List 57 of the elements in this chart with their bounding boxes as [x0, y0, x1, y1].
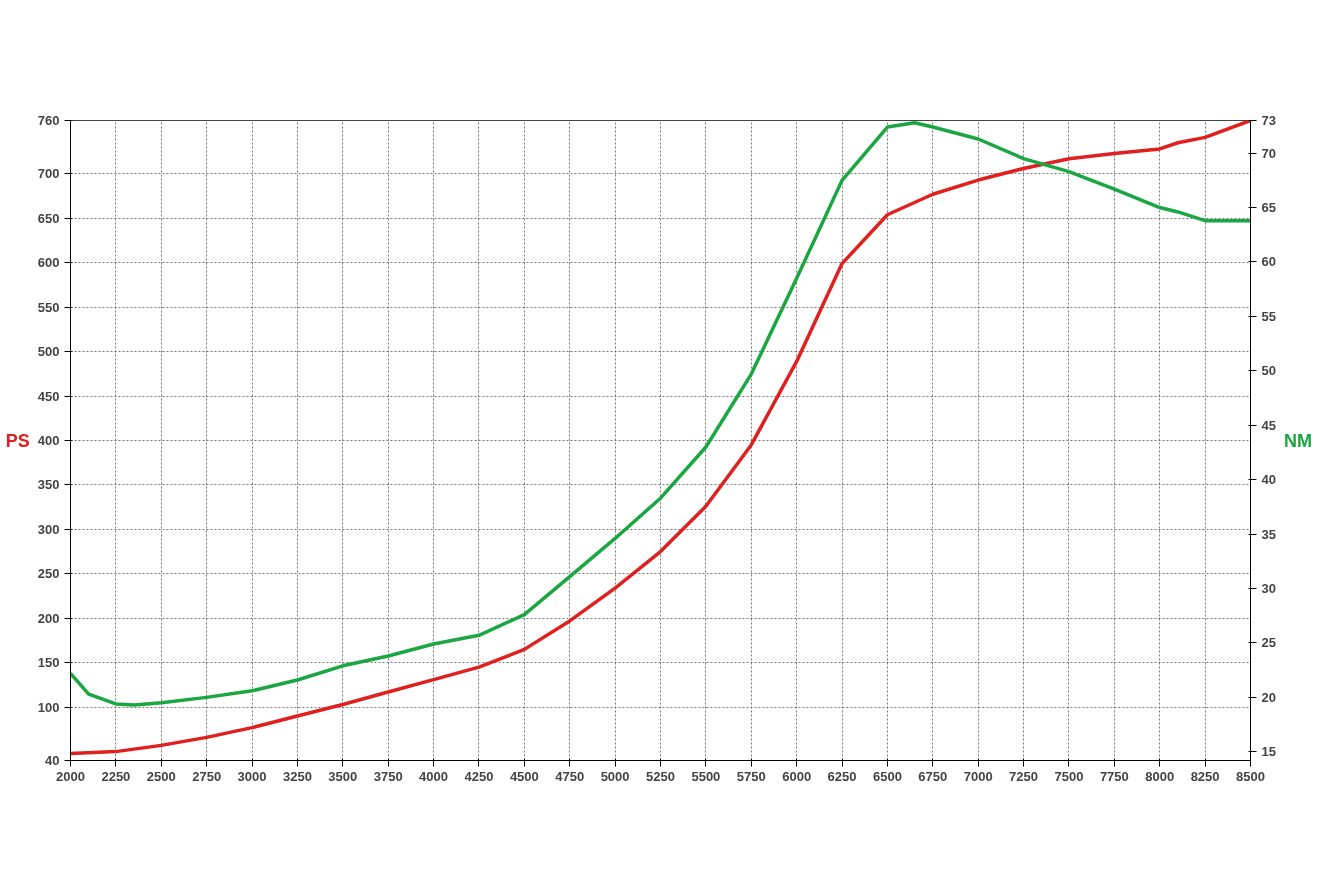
- x-tick-label: 4250: [464, 768, 494, 784]
- x-tick-label: 2750: [192, 768, 222, 784]
- y2-axis-title: NM: [1283, 430, 1312, 451]
- y-tick-label: 450: [37, 388, 60, 404]
- x-tick-label: 6250: [827, 768, 857, 784]
- x-tick-label: 8250: [1190, 768, 1220, 784]
- x-tick-label: 6000: [782, 768, 812, 784]
- x-tick-label: 6750: [918, 768, 948, 784]
- y-tick-label: 200: [37, 610, 60, 626]
- x-tick-label: 4750: [555, 768, 585, 784]
- y-tick-label: 760: [37, 113, 60, 128]
- x-tick-label: 3000: [237, 768, 267, 784]
- y2-tick-label: 70: [1261, 145, 1276, 161]
- x-tick-label: 2000: [56, 768, 85, 784]
- y-tick-label: 700: [37, 166, 60, 182]
- x-tick-label: 2250: [101, 768, 131, 784]
- x-tick-label: 5750: [736, 768, 766, 784]
- y2-tick-label: 30: [1261, 581, 1276, 597]
- y2-tick-label: 65: [1261, 200, 1276, 216]
- y2-tick-label: 25: [1261, 635, 1276, 651]
- x-tick-label: 7000: [963, 768, 993, 784]
- y-tick-label: 400: [37, 433, 60, 448]
- x-tick-label: 6500: [872, 768, 902, 784]
- y2-tick-label: 15: [1261, 744, 1276, 760]
- x-tick-label: 4000: [419, 768, 449, 784]
- y-tick-label: 100: [37, 699, 60, 715]
- y2-tick-label: 45: [1261, 417, 1276, 433]
- x-tick-label: 3250: [282, 768, 312, 784]
- y2-tick-label: 50: [1261, 363, 1276, 379]
- y-tick-label: 550: [37, 299, 60, 315]
- x-tick-label: 7750: [1099, 768, 1129, 784]
- y2-tick-label: 73: [1261, 113, 1276, 128]
- x-tick-label: 5500: [691, 768, 721, 784]
- x-tick-label: 3750: [373, 768, 403, 784]
- y-axis-title: PS: [5, 430, 30, 451]
- y2-tick-label: 55: [1261, 308, 1276, 324]
- y-tick-label: 350: [37, 477, 60, 493]
- x-tick-label: 5250: [646, 768, 675, 784]
- y-tick-label: 300: [37, 521, 60, 537]
- x-tick-label: 7250: [1009, 768, 1039, 784]
- y-tick-label: 500: [37, 344, 60, 360]
- y2-tick-label: 60: [1261, 254, 1276, 270]
- x-tick-label: 2500: [146, 768, 176, 784]
- y-tick-label: 250: [37, 566, 60, 582]
- x-tick-label: 5000: [600, 768, 630, 784]
- x-tick-label: 4500: [509, 768, 539, 784]
- y2-tick-label: 40: [1261, 472, 1276, 488]
- y-tick-label: 150: [37, 655, 60, 671]
- y2-tick-label: 20: [1261, 689, 1276, 705]
- x-tick-label: 8500: [1236, 768, 1265, 784]
- x-tick-label: 3500: [328, 768, 358, 784]
- x-tick-label: 7500: [1054, 768, 1084, 784]
- y-tick-label: 600: [37, 255, 60, 271]
- x-tick-label: 8000: [1145, 768, 1175, 784]
- y-tick-label: 40: [45, 753, 60, 768]
- y2-tick-label: 35: [1261, 526, 1276, 542]
- y-tick-label: 650: [37, 210, 60, 226]
